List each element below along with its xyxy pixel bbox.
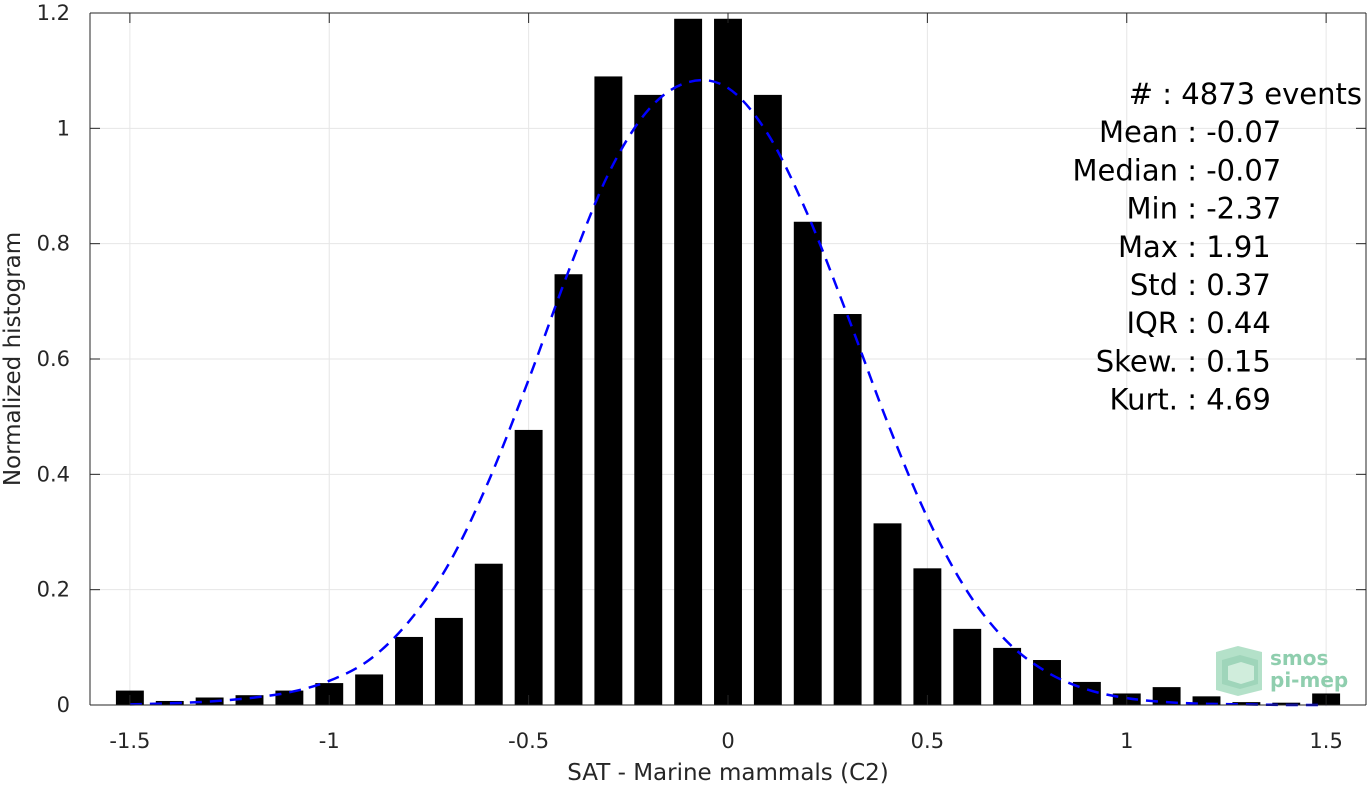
stat-line: # : 4873 events bbox=[1129, 77, 1362, 111]
histogram-bar bbox=[355, 674, 384, 705]
y-tick-label: 1.2 bbox=[37, 1, 70, 25]
histogram-bars bbox=[115, 18, 1341, 706]
histogram-bar bbox=[434, 617, 463, 705]
stat-label: Std : 0.37 bbox=[1130, 268, 1271, 302]
fit-curve bbox=[129, 78, 1327, 707]
x-tick-label: 0 bbox=[721, 729, 734, 753]
histogram-bar bbox=[714, 18, 742, 706]
histogram-bar bbox=[1152, 687, 1181, 705]
histogram-bar bbox=[275, 690, 304, 705]
y-tick-label: 0 bbox=[57, 693, 70, 717]
stat-line: Std : 0.37 bbox=[1130, 268, 1271, 302]
y-tick-label: 0.4 bbox=[37, 462, 70, 486]
histogram-bar bbox=[554, 274, 583, 705]
stat-label: Mean : -0.07 bbox=[1099, 115, 1281, 149]
logo-text-smos: smos bbox=[1270, 646, 1328, 670]
histogram-bar bbox=[953, 628, 982, 705]
histogram-bar bbox=[514, 429, 543, 705]
histogram-bar bbox=[913, 568, 942, 705]
stat-label: Median : -0.07 bbox=[1073, 153, 1282, 187]
smos-pimep-logo: smos pi-mep bbox=[1216, 646, 1348, 696]
x-tick-label: 0.5 bbox=[911, 729, 944, 753]
histogram-bar bbox=[1192, 696, 1221, 705]
histogram-bar bbox=[235, 695, 264, 705]
histogram-bar bbox=[315, 683, 344, 705]
x-tick-label: -0.5 bbox=[508, 729, 549, 753]
axes-frame bbox=[89, 12, 1367, 706]
histogram-bar bbox=[395, 636, 423, 705]
histogram-bar bbox=[674, 18, 703, 706]
x-tick-label: -1.5 bbox=[109, 729, 150, 753]
stat-line: Mean : -0.07 bbox=[1099, 115, 1281, 149]
histogram-bar bbox=[833, 314, 862, 705]
y-tick-label: 1 bbox=[57, 116, 70, 140]
x-tick-label: 1.5 bbox=[1309, 729, 1342, 753]
stat-label: Min : -2.37 bbox=[1127, 192, 1282, 226]
stat-line: IQR : 0.44 bbox=[1126, 306, 1270, 340]
logo-text-pimep: pi-mep bbox=[1270, 668, 1348, 692]
stat-line: Skew. : 0.15 bbox=[1096, 344, 1271, 378]
y-tick-label: 0.8 bbox=[37, 232, 70, 256]
x-tick-label: -1 bbox=[319, 729, 340, 753]
histogram-bar bbox=[993, 647, 1022, 705]
histogram-bar bbox=[195, 697, 224, 705]
statistics-annotation: # : 4873 events Mean : -0.07 Median : -0.0… bbox=[1073, 77, 1362, 417]
histogram-bar bbox=[873, 523, 902, 705]
x-tick-label: 1 bbox=[1120, 729, 1133, 753]
histogram-bar bbox=[1072, 681, 1101, 705]
stat-line: Min : -2.37 bbox=[1127, 192, 1282, 226]
stat-line: Max : 1.91 bbox=[1118, 230, 1271, 264]
histogram-bar bbox=[155, 700, 184, 705]
tick-labels: -1.5 -1 -0.5 0 0.5 1 1.5 0 0.2 0.4 0.6 0.8 1 1.2 bbox=[37, 1, 1343, 753]
stat-label: IQR : 0.44 bbox=[1126, 306, 1270, 340]
histogram-bar bbox=[793, 221, 822, 705]
stat-label: Kurt. : 4.69 bbox=[1110, 383, 1271, 417]
histogram-bar bbox=[753, 94, 782, 706]
histogram-bar bbox=[594, 76, 623, 705]
stat-line: Kurt. : 4.69 bbox=[1110, 383, 1271, 417]
y-tick-label: 0.2 bbox=[37, 578, 70, 602]
stat-line: Median : -0.07 bbox=[1073, 153, 1282, 187]
stat-label: Skew. : 0.15 bbox=[1096, 344, 1271, 378]
histogram-bar bbox=[474, 563, 503, 705]
stat-label: Max : 1.91 bbox=[1118, 230, 1271, 264]
logo-mark-icon bbox=[1216, 646, 1262, 696]
stat-label: # : 4873 events bbox=[1129, 77, 1362, 111]
y-tick-label: 0.6 bbox=[37, 347, 70, 371]
histogram-bar bbox=[634, 94, 663, 706]
x-axis-label: SAT - Marine mammals (C2) bbox=[567, 760, 889, 785]
y-axis-label: Normalized histogram bbox=[0, 232, 26, 486]
